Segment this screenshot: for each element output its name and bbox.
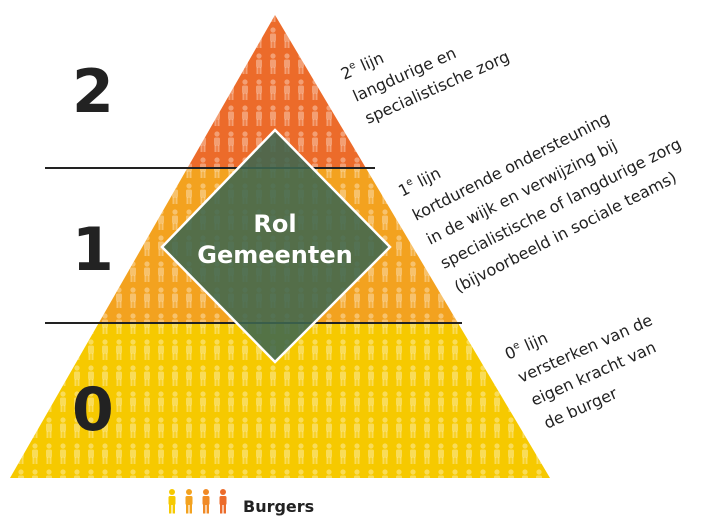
- legend-label: Burgers: [243, 497, 314, 516]
- level-number: 2: [72, 57, 114, 127]
- level-number: 0: [72, 375, 114, 445]
- center-label: Gemeenten: [197, 241, 352, 269]
- title-rest: lijn: [353, 48, 387, 77]
- level-description: specialistische of langdurige zorg: [437, 134, 684, 272]
- title-rest: lijn: [410, 163, 444, 193]
- level-number: 1: [72, 215, 114, 285]
- pyramid-diagram: Rol Gemeenten 2 1 0 2e lijnlangdurige en…: [0, 0, 710, 520]
- title-rest: lijn: [517, 328, 551, 357]
- center-label: Rol: [253, 210, 296, 238]
- legend-icons: [169, 489, 227, 514]
